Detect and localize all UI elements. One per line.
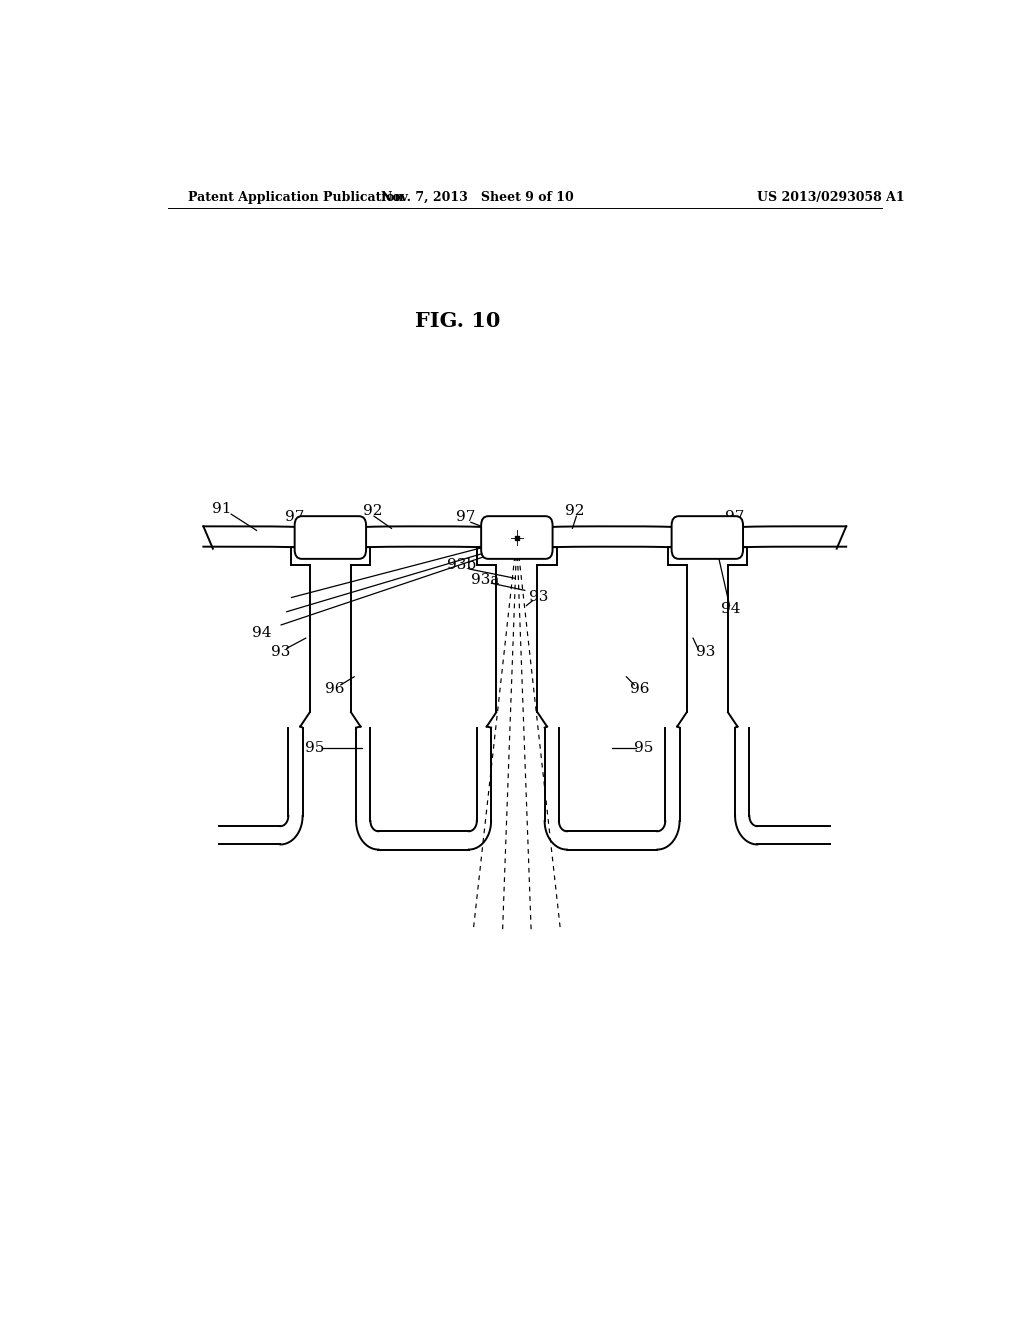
Text: 94: 94	[721, 602, 741, 615]
Text: 93: 93	[696, 645, 716, 660]
FancyBboxPatch shape	[295, 516, 367, 558]
FancyBboxPatch shape	[672, 516, 743, 558]
Text: 93b: 93b	[446, 558, 476, 572]
Text: Patent Application Publication: Patent Application Publication	[187, 190, 403, 203]
Text: FIG. 10: FIG. 10	[415, 312, 500, 331]
Text: 95: 95	[305, 741, 325, 755]
FancyBboxPatch shape	[481, 516, 553, 558]
Text: 92: 92	[362, 504, 382, 517]
Text: 93: 93	[270, 645, 290, 660]
Text: 93: 93	[529, 590, 549, 605]
Text: 96: 96	[325, 682, 344, 696]
Text: 97: 97	[725, 511, 744, 524]
Text: 96: 96	[630, 682, 649, 696]
Text: 97: 97	[456, 511, 475, 524]
Text: US 2013/0293058 A1: US 2013/0293058 A1	[757, 190, 904, 203]
Text: 97: 97	[285, 511, 304, 524]
Text: Nov. 7, 2013   Sheet 9 of 10: Nov. 7, 2013 Sheet 9 of 10	[381, 190, 573, 203]
Text: 95: 95	[634, 741, 653, 755]
Text: 94: 94	[252, 626, 271, 640]
Text: 91: 91	[212, 502, 231, 516]
Text: 92: 92	[565, 504, 585, 517]
Text: 93a: 93a	[471, 573, 500, 587]
